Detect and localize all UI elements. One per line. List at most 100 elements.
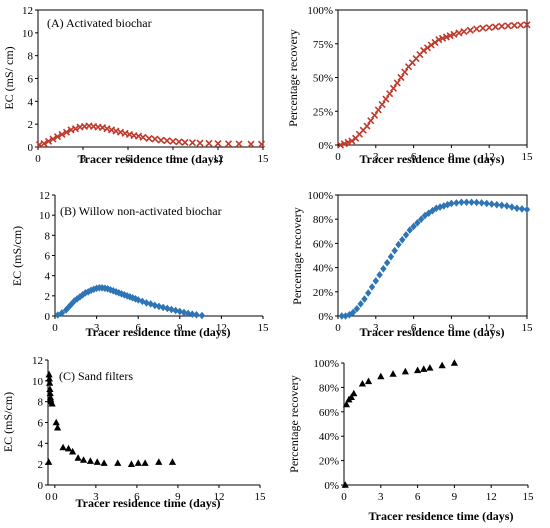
y-tick-label: 40%: [319, 431, 339, 443]
data-point: [485, 23, 493, 32]
data-point: [147, 300, 154, 308]
data-point: [155, 302, 163, 311]
y-tick-label: 8: [28, 51, 34, 63]
data-point: [85, 288, 92, 296]
y-tick-label: 100%: [313, 358, 339, 370]
data-point: [491, 23, 500, 31]
data-point: [62, 128, 71, 136]
data-point: [517, 21, 525, 29]
data-point: [450, 30, 458, 38]
x-tick-label: 9: [175, 491, 181, 503]
x-tick-label: 3: [373, 322, 379, 334]
data-point: [69, 447, 77, 455]
data-point: [79, 456, 88, 463]
data-point: [114, 459, 122, 466]
data-point: [139, 133, 147, 141]
y-tick-label: 0%: [318, 311, 333, 323]
data-point: [46, 389, 54, 397]
data-point: [458, 198, 465, 207]
data-point: [387, 252, 395, 261]
x-tick-label: 12: [213, 153, 224, 165]
plot-frame: [37, 9, 264, 148]
data-point: [510, 21, 518, 29]
panel-label: (B) Willow non-activated biochar: [60, 204, 222, 218]
data-point: [383, 258, 391, 267]
data-point: [163, 137, 171, 145]
data-point: [53, 423, 62, 431]
y-axis-title: Percentage recovery: [286, 29, 300, 127]
data-point: [193, 310, 200, 319]
y-tick-label: 0: [28, 142, 34, 154]
data-point: [338, 312, 345, 320]
data-point: [46, 385, 54, 392]
data-point: [380, 265, 387, 273]
panel-label: (C) Sand filters: [59, 369, 133, 383]
data-point: [473, 198, 480, 207]
data-point: [141, 459, 149, 466]
data-point: [353, 304, 361, 313]
data-point: [488, 200, 495, 208]
data-point: [523, 205, 531, 214]
data-point: [134, 459, 142, 466]
y-tick-label: 6: [45, 251, 51, 263]
data-point: [357, 300, 364, 308]
y-tick-label: 12: [32, 355, 43, 367]
y-tick-label: 60%: [319, 407, 339, 419]
x-tick-label: 0: [52, 491, 58, 503]
data-point: [198, 311, 206, 320]
data-point: [466, 26, 474, 34]
y-tick-label: 100%: [307, 5, 333, 17]
data-point: [350, 389, 358, 397]
data-point: [168, 305, 175, 314]
data-point: [157, 136, 165, 144]
data-point: [257, 140, 266, 148]
x-axis-title: Tracer residence time (days): [360, 325, 505, 339]
data-point: [468, 198, 475, 207]
y-tick-label: 6: [38, 418, 44, 430]
x-tick-label: 6: [135, 322, 141, 334]
data-point: [401, 68, 409, 76]
data-point: [169, 137, 177, 145]
x-tick-label: 15: [258, 153, 270, 165]
x-tick-label: 9: [452, 491, 458, 503]
data-point: [181, 138, 189, 146]
y-tick-label: 75%: [313, 39, 333, 51]
data-point: [372, 277, 379, 285]
data-point: [159, 303, 167, 312]
data-point: [513, 204, 521, 213]
data-point: [358, 379, 366, 387]
x-tick-label: 6: [411, 322, 417, 334]
data-point: [107, 285, 114, 294]
data-point: [455, 29, 463, 37]
x-tick-label: 6: [134, 491, 140, 503]
plot-frame: [337, 194, 528, 317]
data-point: [448, 199, 455, 208]
x-tick-label: 15: [522, 322, 534, 334]
data-point: [341, 481, 349, 488]
y-tick-label: 0: [45, 311, 51, 323]
data-point: [235, 140, 243, 148]
data-point: [59, 443, 67, 451]
data-point: [479, 24, 487, 32]
x-tick-label: 3: [80, 153, 86, 165]
data-series: [54, 283, 206, 320]
data-point: [361, 295, 368, 303]
data-point: [346, 310, 353, 319]
data-point: [45, 370, 53, 378]
data-point: [175, 138, 183, 146]
y-tick-label: 80%: [313, 214, 333, 226]
x-tick-label: 0: [335, 322, 341, 334]
x-tick-label: 9: [449, 322, 455, 334]
x-tick-label: 15: [523, 491, 535, 503]
panel-label: (A) Activated biochar: [47, 16, 152, 30]
x-tick-label: 15: [258, 322, 270, 334]
data-point: [73, 295, 81, 303]
data-point: [386, 90, 394, 98]
data-point: [370, 111, 379, 119]
y-tick-label: 8: [38, 397, 44, 409]
data-point: [44, 137, 53, 145]
data-point: [224, 140, 233, 148]
y-tick-label: 60%: [313, 238, 333, 250]
data-point: [151, 135, 159, 143]
x-tick-label: 0: [341, 491, 347, 503]
